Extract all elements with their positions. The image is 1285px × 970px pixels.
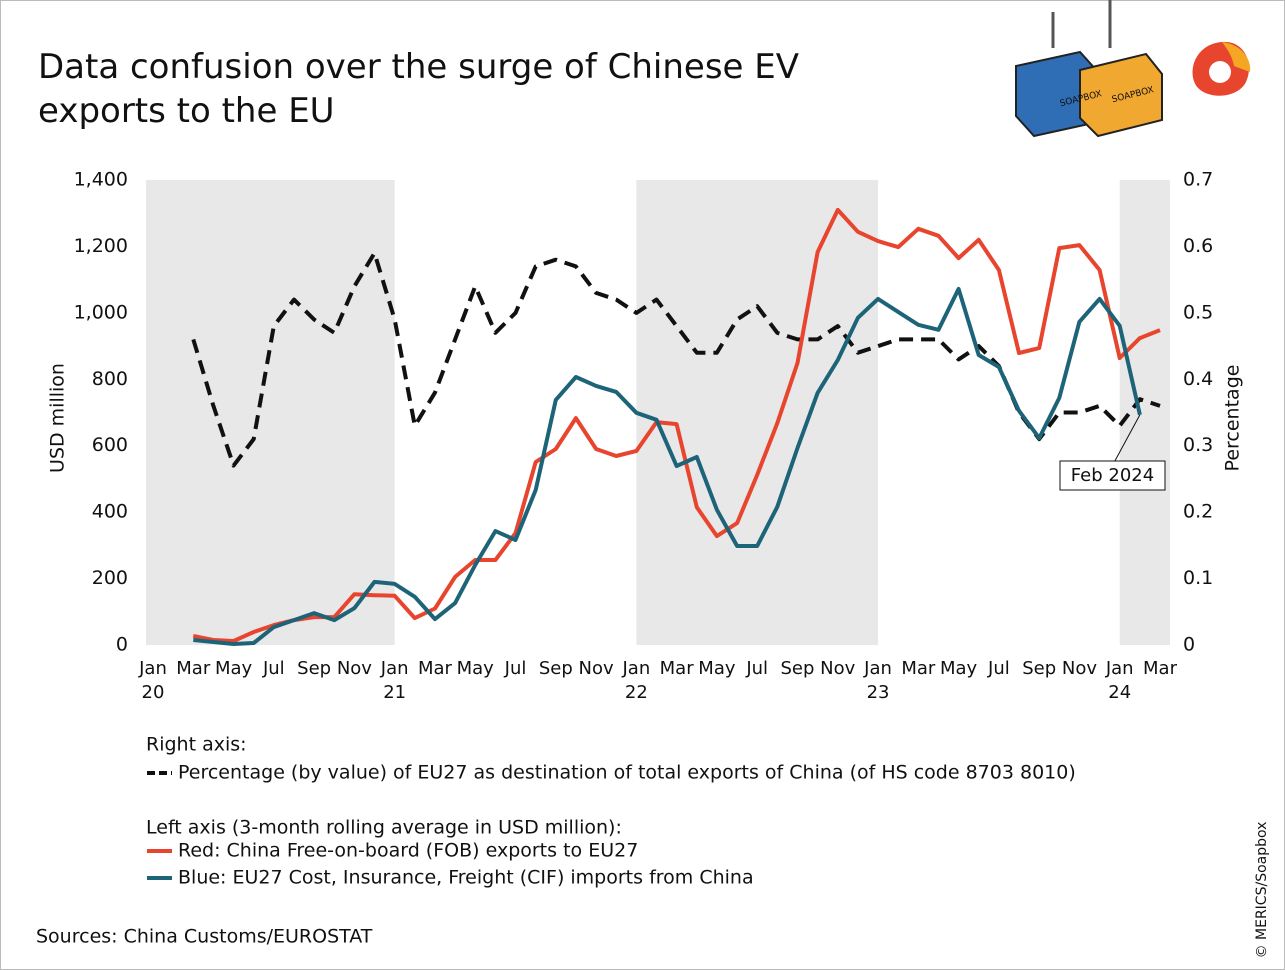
y-tick-label: 1,000	[74, 301, 128, 323]
legend-title: Left axis (3-month rolling average in US…	[146, 817, 622, 839]
y-tick-label: 1,200	[74, 235, 128, 257]
title-line: Data confusion over the surge of Chinese…	[38, 47, 810, 87]
y-tick-label: 400	[92, 501, 128, 523]
y2-tick-label: 0.7	[1183, 169, 1213, 191]
y-tick-label: 0	[116, 634, 128, 656]
year-band	[146, 180, 395, 645]
legend-label: Percentage (by value) of EU27 as destina…	[178, 762, 1076, 784]
y2-tick-label: 0.1	[1183, 567, 1213, 589]
legend-label: Red: China Free-on-board (FOB) exports t…	[178, 840, 638, 862]
y2-axis-title: Percentage	[1222, 365, 1244, 472]
y2-tick-label: 0.2	[1183, 501, 1213, 523]
y2-tick-label: 0.3	[1183, 434, 1213, 456]
source: Sources: China Customs/EUROSTAT	[36, 926, 373, 948]
y-tick-label: 200	[92, 567, 128, 589]
title-line: exports to the EU	[38, 91, 335, 131]
y2-tick-label: 0.4	[1183, 368, 1213, 390]
chart: SOAPBOX SOAPBOX Data confusion over the …	[0, 0, 1285, 970]
y2-tick-label: 0.6	[1183, 235, 1213, 257]
x-tick-label: Mar	[1130, 657, 1190, 681]
page: SOAPBOX SOAPBOX Data confusion over the …	[0, 0, 1285, 970]
logo-hole	[1209, 61, 1231, 83]
y-tick-label: 600	[92, 434, 128, 456]
y-tick-label: 1,400	[74, 169, 128, 191]
legend-title: Right axis:	[146, 734, 247, 756]
y-axis-title: USD million	[47, 363, 69, 473]
year-band	[636, 180, 878, 645]
year-band	[1120, 180, 1170, 645]
annotation: Feb 2024	[1071, 465, 1154, 486]
credit: © MERICS/Soapbox	[1254, 822, 1270, 959]
y2-tick-label: 0	[1183, 634, 1195, 656]
legend-label: Blue: EU27 Cost, Insurance, Freight (CIF…	[178, 867, 754, 889]
y-tick-label: 800	[92, 368, 128, 390]
y2-tick-label: 0.5	[1183, 301, 1213, 323]
